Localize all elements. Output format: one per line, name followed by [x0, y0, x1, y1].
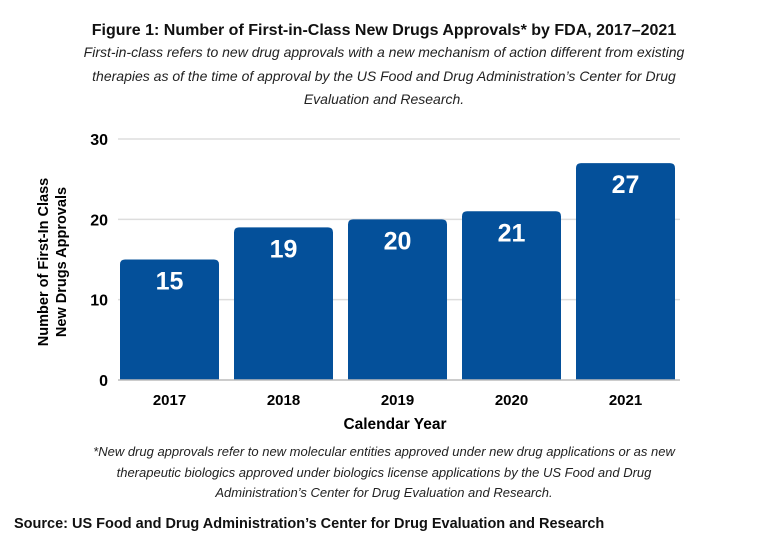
source-note: Source: US Food and Drug Administration’… [14, 516, 605, 532]
y-tick-label: 0 [99, 373, 108, 390]
y-tick-label: 30 [90, 132, 108, 149]
y-axis-label: New Drugs Approvals [54, 187, 70, 337]
y-axis-label: Number of First-In Class [36, 178, 52, 346]
x-tick-label: 2018 [267, 392, 300, 409]
x-axis-label: Calendar Year [343, 416, 446, 433]
footnote: *New drug approvals refer to new molecul… [93, 444, 675, 500]
data-label: 15 [156, 268, 184, 296]
bar [348, 219, 447, 380]
data-label: 21 [498, 219, 526, 247]
bar [120, 259, 219, 380]
x-tick-label: 2020 [495, 392, 528, 409]
chart-title: Figure 1: Number of First-in-Class New D… [91, 22, 677, 39]
x-tick-label: 2017 [153, 392, 186, 409]
y-tick-label: 10 [90, 293, 108, 310]
bar [234, 227, 333, 380]
chart-subtitle: First-in-class refers to new drug approv… [83, 44, 685, 107]
y-tick-label: 20 [90, 212, 108, 229]
x-tick-label: 2021 [609, 392, 642, 409]
x-tick-label: 2019 [381, 392, 414, 409]
data-label: 20 [384, 227, 412, 255]
bar [462, 211, 561, 380]
data-label: 19 [270, 235, 298, 263]
data-label: 27 [612, 171, 640, 199]
bar [576, 163, 675, 380]
